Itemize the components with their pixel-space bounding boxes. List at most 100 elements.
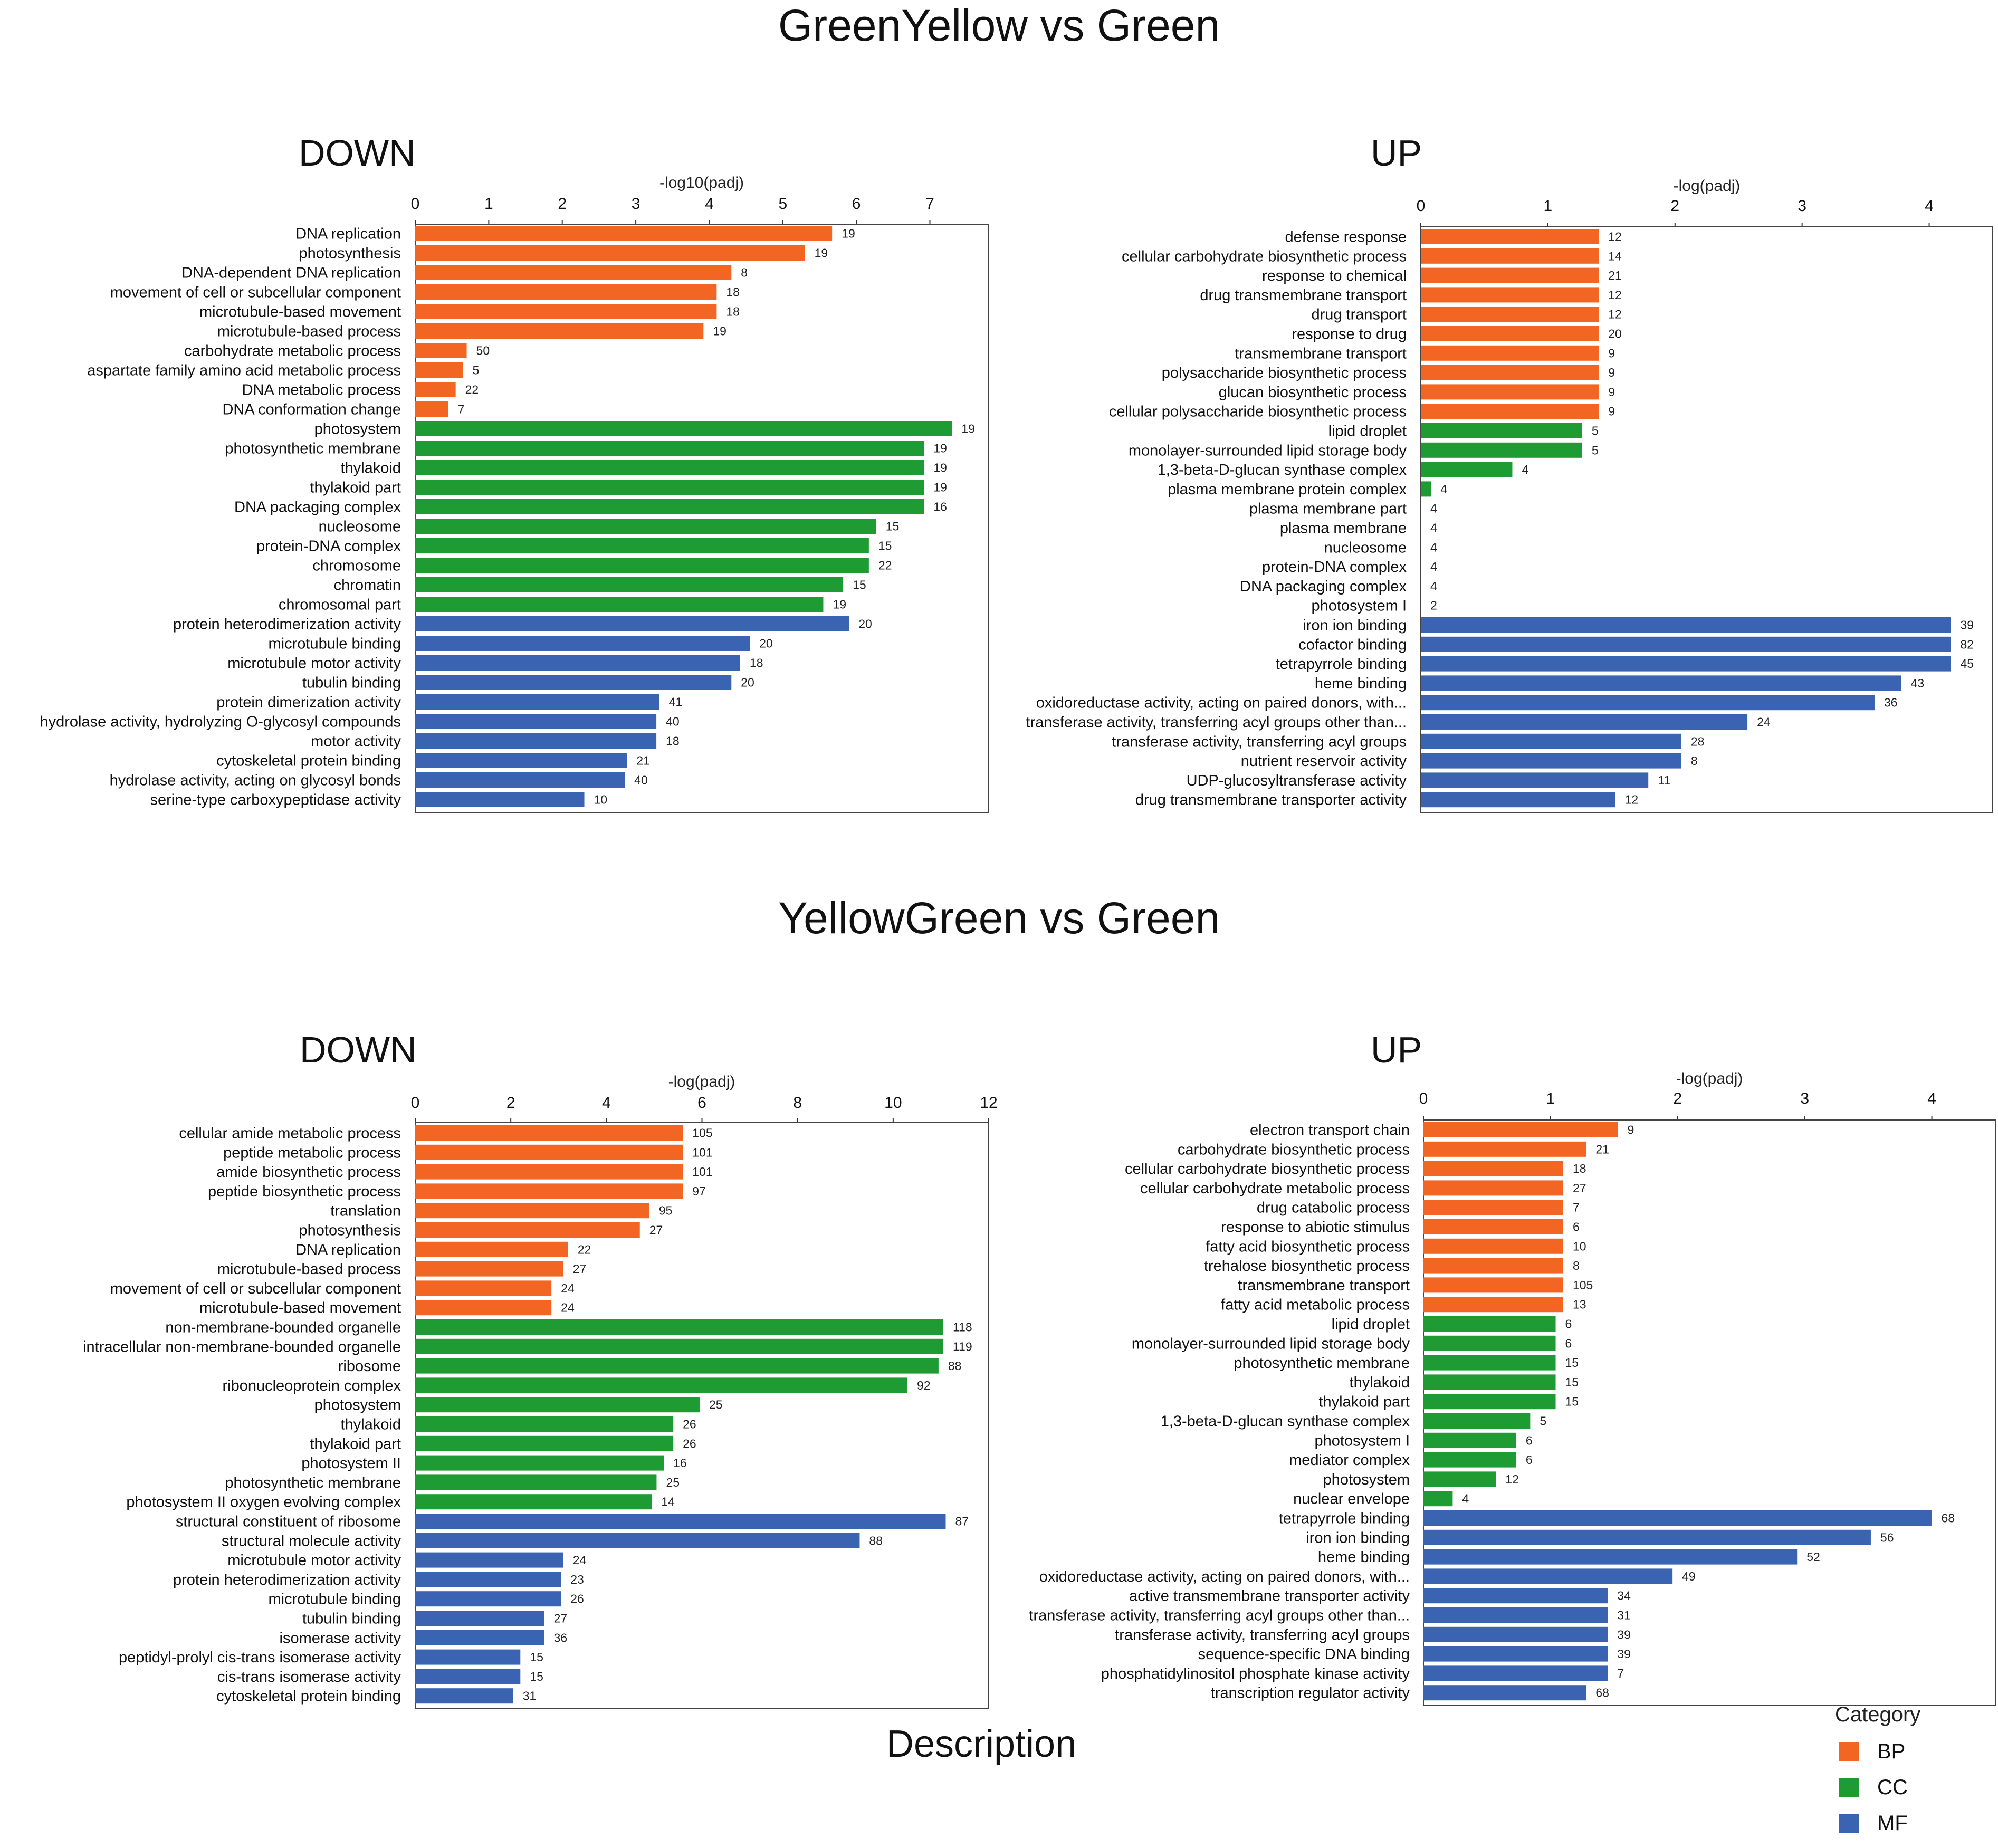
category-label: cellular carbohydrate biosynthetic proce… [1122,248,1407,265]
x-axis-label: -log(padj) [1674,177,1741,195]
bar-bp [1421,326,1599,341]
gene-count-label: 28 [1691,734,1705,748]
bar-bp [415,1144,683,1160]
category-label: nucleosome [319,519,401,535]
gene-count-label: 19 [961,422,975,436]
gene-count-label: 15 [1565,1395,1579,1409]
bar-mf [1421,636,1951,652]
category-label: nuclear envelope [1293,1491,1410,1508]
x-axis-label: -log(padj) [1676,1070,1743,1087]
category-label: transmembrane transport [1238,1277,1410,1294]
x-tick-label: 6 [852,195,861,213]
category-label: transferase activity, transferring acyl … [1026,714,1407,731]
category-label: thylakoid part [310,1435,401,1452]
bar-cc [1423,1471,1496,1487]
bar-bp [1421,248,1599,264]
bar-bp [1421,307,1599,322]
gene-count-label: 4 [1430,560,1437,573]
bar-mf [1423,1665,1608,1681]
bar-mf [415,753,627,768]
category-label: DNA conformation change [222,401,401,418]
gene-count-label: 56 [1880,1530,1894,1544]
category-label: lipid droplet [1328,423,1407,440]
bar-mf [1421,656,1951,672]
gene-count-label: 7 [458,403,465,416]
gene-count-label: 11 [1658,773,1670,787]
gene-count-label: 24 [561,1281,575,1295]
category-label: oxidoreductase activity, acting on paire… [1039,1568,1410,1585]
x-axis-label: -log10(padj) [659,174,744,191]
category-label: electron transport chain [1250,1122,1410,1139]
gene-count-label: 4 [1462,1492,1469,1506]
chart-greenyellow-up: UP -log(padj) 0 1 2 3 4 defense response 12 cell… [992,132,1998,818]
bar-mf [1423,1568,1673,1584]
bar-bp [1421,287,1599,303]
bar-mf [415,1669,521,1684]
gene-count-label: 82 [1961,637,1974,651]
bar-bp [415,1183,683,1199]
bar-bp [1423,1122,1618,1137]
gene-count-label: 13 [1573,1298,1586,1311]
category-label: DNA packaging complex [234,499,401,516]
category-label: sequence-specific DNA binding [1198,1646,1410,1663]
category-label: photosystem [1323,1471,1410,1488]
category-label: peptide biosynthetic process [208,1183,401,1200]
category-label: serine-type carboxypeptidase activity [150,792,401,809]
category-label: cellular amide metabolic process [179,1125,401,1142]
bar-mf [1423,1529,1871,1545]
bar-mf [1421,675,1901,691]
bar-mf [415,792,585,807]
category-label: peptide metabolic process [223,1144,401,1161]
bar-cc [415,480,924,495]
category-label: transferase activity, transferring acyl … [1112,733,1407,750]
category-label: DNA-dependent DNA replication [181,265,401,282]
section-title-greenyellow: GreenYellow vs Green [778,1,1220,50]
gene-count-label: 27 [649,1223,663,1237]
bar-mf [1421,733,1681,749]
category-label: fatty acid biosynthetic process [1206,1238,1410,1255]
category-label: monolayer-surrounded lipid storage body [1129,442,1407,459]
gene-count-label: 39 [1617,1647,1631,1661]
bar-chart-svg: -log10(padj) 0 1 2 3 4 5 6 7 DNA replication 19 pho… [40,174,989,813]
category-label: protein-DNA complex [256,538,401,555]
category-label: polysaccharide biosynthetic process [1162,365,1407,381]
x-tick-label: 7 [925,195,934,213]
gene-count-label: 27 [554,1612,568,1625]
x-tick-label: 3 [1800,1090,1809,1107]
gene-count-label: 39 [1961,618,1974,632]
bar-bp [415,1222,640,1238]
bar-bp [1421,229,1599,244]
gene-count-label: 24 [561,1301,575,1315]
chart-title-up: UP [1371,1029,1422,1070]
bar-mf [1421,772,1649,788]
legend-label-mf: MF [1877,1812,1908,1835]
category-label: active transmembrane transporter activit… [1129,1588,1410,1605]
gene-count-label: 36 [1884,696,1898,710]
bar-mf [1423,1588,1608,1604]
gene-count-label: 95 [659,1204,673,1218]
bar-cc [1423,1452,1516,1468]
bar-bp [415,226,833,241]
gene-count-label: 40 [666,715,680,729]
gene-count-label: 15 [530,1650,543,1664]
x-tick-label: 3 [1798,197,1806,215]
category-label: DNA replication [295,226,401,243]
gene-count-label: 21 [1595,1142,1609,1156]
category-label: tubulin binding [302,1611,401,1627]
bar-mf [1421,714,1748,730]
category-label: ribonucleoprotein complex [222,1377,401,1394]
bar-mf [1421,617,1951,633]
gene-count-label: 19 [933,481,947,494]
category-label: nucleosome [1324,539,1407,556]
bar-bp [415,382,456,397]
x-axis-label: -log(padj) [668,1073,735,1090]
category-label: mediator complex [1289,1452,1410,1469]
bar-bp [415,284,717,300]
bar-cc [415,460,924,475]
gene-count-label: 15 [886,520,900,533]
gene-count-label: 9 [1608,405,1615,418]
gene-count-label: 40 [634,773,648,787]
gene-count-label: 68 [1942,1511,1955,1525]
gene-count-label: 105 [1573,1278,1593,1292]
